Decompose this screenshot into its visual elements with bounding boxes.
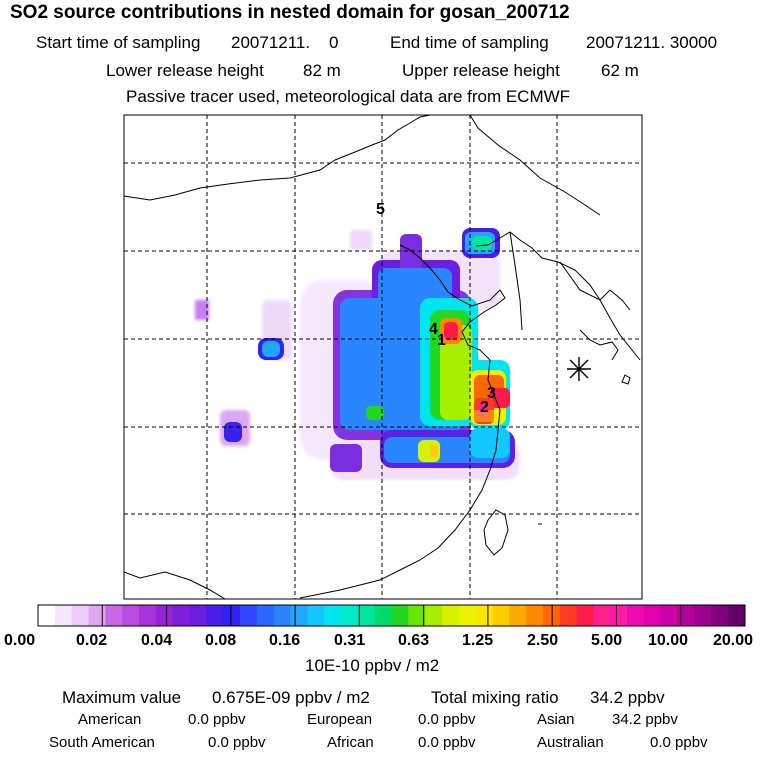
source-label: 2 [480, 399, 489, 416]
colorbar-cell [694, 605, 712, 626]
region-value: 0.0 ppbv [650, 734, 708, 751]
colorbar-cell [105, 605, 123, 626]
colorbar-cell [71, 605, 89, 626]
colorbar-cell [290, 605, 308, 626]
total-mixing-value: 34.2 ppbv [590, 688, 665, 707]
colorbar-tick-label: 0.02 [76, 632, 108, 649]
colorbar-cell [189, 605, 207, 626]
colorbar-cell [458, 605, 477, 626]
colorbar-cell [492, 605, 510, 626]
colorbar-cell [38, 605, 56, 626]
colorbar-cell [660, 605, 679, 626]
colorbar-cell [391, 605, 409, 626]
colorbar-tick-label: 0.31 [334, 632, 366, 649]
colorbar-cell [442, 605, 460, 626]
colorbar-ticks [37, 605, 746, 626]
colorbar-tick-label: 0.63 [398, 632, 430, 649]
map-frame [123, 114, 643, 600]
region-name: Australian [537, 734, 604, 751]
page-title: SO2 source contributions in nested domai… [10, 2, 570, 23]
region-value: 0.0 ppbv [418, 711, 476, 728]
region-value: 0.0 ppbv [188, 711, 246, 728]
concentration-field [195, 228, 520, 480]
colorbar-cell [509, 605, 527, 626]
lower-release-value: 82 m [303, 61, 341, 80]
colorbar-cell [677, 605, 695, 626]
colorbar-tick-label: 0.16 [269, 632, 301, 649]
colorbar-cell [593, 605, 611, 626]
colorbar-tick-label: 0.00 [4, 632, 36, 649]
colorbar-cell [543, 605, 561, 626]
colorbar-cell [408, 605, 426, 626]
colorbar-cell [139, 605, 157, 626]
colorbar-cell [627, 605, 645, 626]
colorbar [38, 605, 746, 626]
start-time-value: 20071211. 0 [231, 33, 339, 52]
colorbar-cell [273, 605, 291, 626]
source-label: 1 [437, 332, 446, 349]
colorbar-cell [307, 605, 325, 626]
colorbar-cell [475, 605, 493, 626]
colorbar-unit: 10E-10 ppbv / m2 [305, 656, 440, 675]
end-time-label: End time of sampling [390, 33, 549, 52]
source-label: 3 [487, 385, 496, 402]
end-time-value: 20071211. 30000 [586, 33, 718, 52]
colorbar-cell [728, 605, 746, 626]
region-name: European [307, 711, 373, 728]
colorbar-cell [88, 605, 106, 626]
colorbar-cell [324, 605, 342, 626]
colorbar-cell [425, 605, 443, 626]
colorbar-cell [357, 605, 376, 626]
lower-release-label: Lower release height [106, 61, 264, 80]
region-value: 0.0 ppbv [208, 734, 266, 751]
colorbar-tick-label: 20.00 [713, 632, 754, 649]
colorbar-cell [711, 605, 729, 626]
region-value: 34.2 ppbv [612, 711, 678, 728]
colorbar-tick-label: 0.04 [141, 632, 173, 649]
total-mixing-label: Total mixing ratio [431, 688, 559, 707]
graticule [124, 115, 642, 599]
colorbar-tick-label: 5.00 [591, 632, 623, 649]
colorbar-tick-label: 10.00 [648, 632, 689, 649]
colorbar-cell [240, 605, 258, 626]
colorbar-cell [610, 605, 628, 626]
coastlines [124, 115, 641, 599]
colorbar-tick-label: 0.08 [205, 632, 237, 649]
colorbar-cell [155, 605, 174, 626]
max-value: 0.675E-09 ppbv / m2 [212, 688, 370, 707]
source-label: 4 [429, 321, 438, 338]
colorbar-tick-label: 1.25 [462, 632, 494, 649]
colorbar-cell [122, 605, 140, 626]
colorbar-cell [526, 605, 544, 626]
source-label: 5 [376, 201, 385, 218]
colorbar-cell [54, 605, 73, 626]
upper-release-value: 62 m [601, 61, 639, 80]
region-name: African [327, 734, 374, 751]
region-value: 0.0 ppbv [418, 734, 476, 751]
colorbar-cell [206, 605, 224, 626]
colorbar-cell [374, 605, 392, 626]
max-value-label: Maximum value [62, 688, 182, 707]
tracer-note: Passive tracer used, meteorological data… [126, 87, 571, 106]
region-name: Asian [537, 711, 575, 728]
colorbar-cell [256, 605, 275, 626]
start-time-label: Start time of sampling [36, 33, 201, 52]
colorbar-cell [172, 605, 190, 626]
colorbar-tick-label: 2.50 [527, 632, 559, 649]
region-name: American [78, 711, 142, 728]
region-name: South American [49, 734, 155, 751]
colorbar-cell [644, 605, 662, 626]
colorbar-cell [223, 605, 241, 626]
asterisk-icon [567, 357, 591, 381]
colorbar-cell [559, 605, 578, 626]
colorbar-cell [576, 605, 594, 626]
upper-release-label: Upper release height [402, 61, 560, 80]
colorbar-cell [341, 605, 359, 626]
